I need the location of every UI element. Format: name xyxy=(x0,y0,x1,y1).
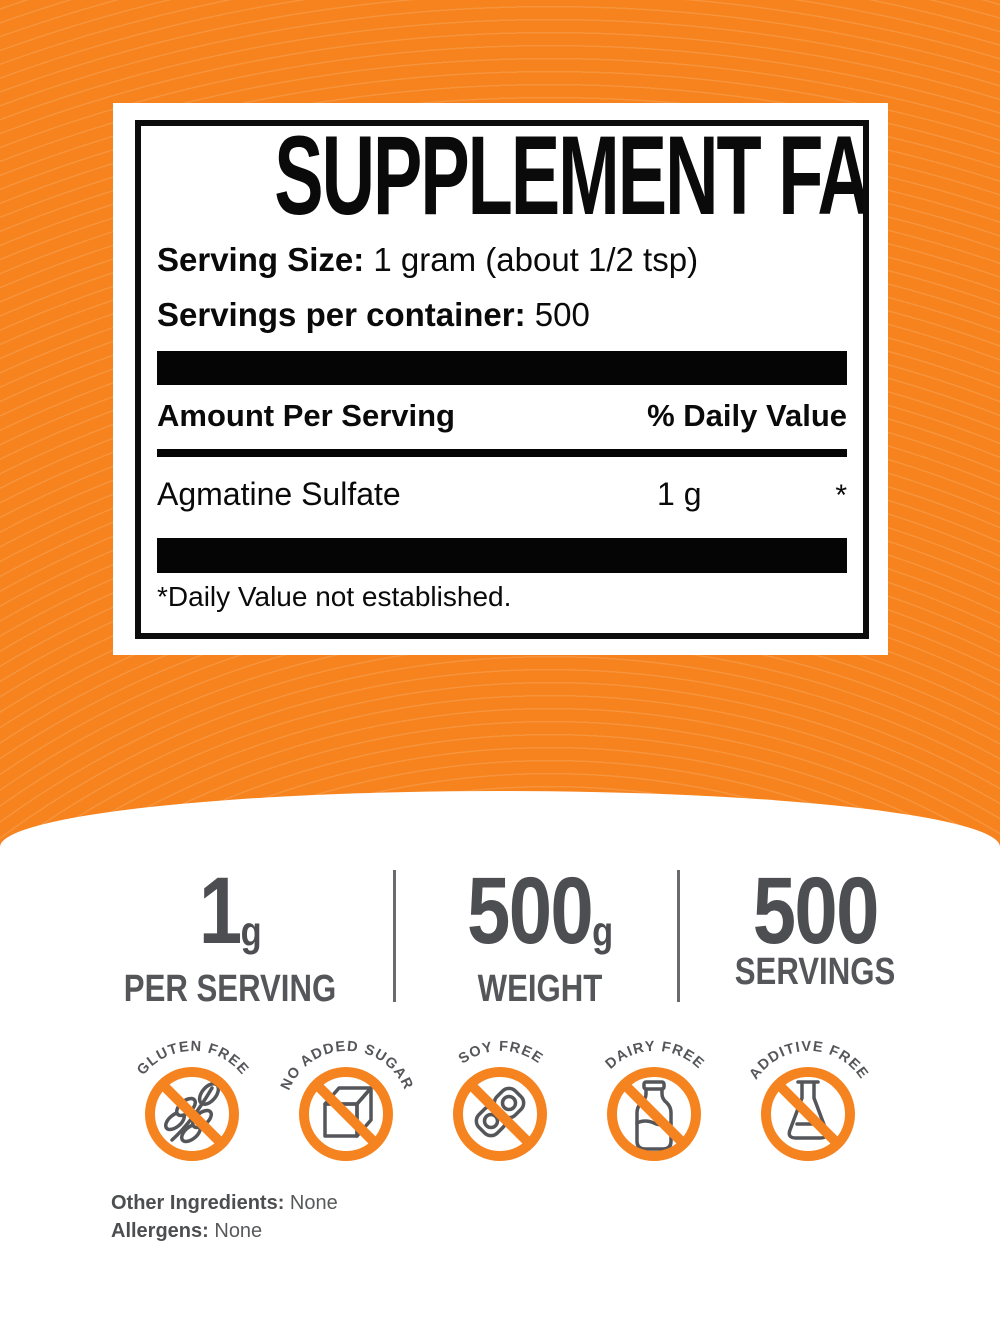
supplement-facts-panel: SUPPLEMENT FACTS Serving Size: 1 gram (a… xyxy=(135,120,869,639)
daily-value-header: % Daily Value xyxy=(647,398,847,433)
badge-additive-free: ADDITIVE FREE xyxy=(734,1030,882,1182)
ingredient-daily-value: * xyxy=(835,479,847,512)
ingredient-amount: 1 g xyxy=(657,476,702,512)
badge-label: SOY FREE xyxy=(456,1039,545,1068)
footer-ingredients: Other Ingredients: None Allergens: None xyxy=(111,1189,338,1245)
divider-bar-bottom xyxy=(157,538,847,573)
other-ingredients-line: Other Ingredients: None xyxy=(111,1189,338,1217)
other-ingredients-label: Other Ingredients: xyxy=(111,1192,285,1214)
ingredient-row: Agmatine Sulfate 1 g * xyxy=(157,474,847,516)
badge-label: NO ADDED SUGAR xyxy=(278,1039,415,1093)
stat-per-serving: 1g PER SERVING xyxy=(95,864,365,1010)
supplement-facts-card: SUPPLEMENT FACTS Serving Size: 1 gram (a… xyxy=(113,103,888,655)
amount-per-serving-header: Amount Per Serving xyxy=(157,398,455,433)
allergens-value: None xyxy=(208,1220,263,1242)
stat-divider xyxy=(677,870,680,1002)
stat-weight-value: 500g xyxy=(467,864,613,976)
stat-servings: 500 SERVINGS xyxy=(685,858,945,993)
stats-row: 1g PER SERVING 500g WEIGHT 500 SERVINGS xyxy=(0,858,1000,1010)
divider-bar-top xyxy=(157,351,847,385)
allergens-label: Allergens: xyxy=(111,1220,209,1242)
stat-servings-value: 500 xyxy=(752,858,879,964)
badge-gluten-free: GLUTEN FREE xyxy=(118,1030,266,1182)
bottom-section xyxy=(0,791,1000,1317)
serving-size-value: 1 gram (about 1/2 tsp) xyxy=(364,241,699,278)
stat-per-serving-unit: g xyxy=(240,908,262,955)
badge-no-added-sugar: NO ADDED SUGAR xyxy=(272,1030,420,1182)
facts-title: SUPPLEMENT FACTS xyxy=(274,120,869,238)
allergens-line: Allergens: None xyxy=(111,1217,338,1245)
stat-per-serving-value: 1g xyxy=(199,864,262,976)
stat-per-serving-label: PER SERVING xyxy=(123,968,337,1010)
daily-value-footnote: *Daily Value not established. xyxy=(157,581,512,612)
ingredient-name: Agmatine Sulfate xyxy=(157,476,401,512)
stat-divider xyxy=(393,870,396,1002)
stat-weight-unit: g xyxy=(592,908,614,955)
servings-value: 500 xyxy=(525,296,590,333)
stat-weight-label: WEIGHT xyxy=(477,968,603,1010)
stat-weight: 500g WEIGHT xyxy=(400,864,680,1010)
servings-per-container-line: Servings per container: 500 xyxy=(157,296,847,334)
serving-size-line: Serving Size: 1 gram (about 1/2 tsp) xyxy=(157,241,847,279)
badges-row: GLUTEN FREE NO ADDED SUGAR xyxy=(0,1030,1000,1182)
other-ingredients-value: None xyxy=(284,1192,338,1214)
svg-text:SOY FREE: SOY FREE xyxy=(456,1039,546,1068)
serving-size-label: Serving Size: xyxy=(157,241,365,278)
facts-header-row: Amount Per Serving % Daily Value xyxy=(157,398,847,434)
svg-text:NO ADDED SUGAR: NO ADDED SUGAR xyxy=(278,1039,416,1093)
badge-dairy-free: DAIRY FREE xyxy=(580,1030,728,1182)
stat-servings-label: SERVINGS xyxy=(734,951,896,993)
servings-label: Servings per container: xyxy=(157,296,526,333)
badge-soy-free: SOY FREE xyxy=(426,1030,574,1182)
header-rule xyxy=(157,449,847,457)
